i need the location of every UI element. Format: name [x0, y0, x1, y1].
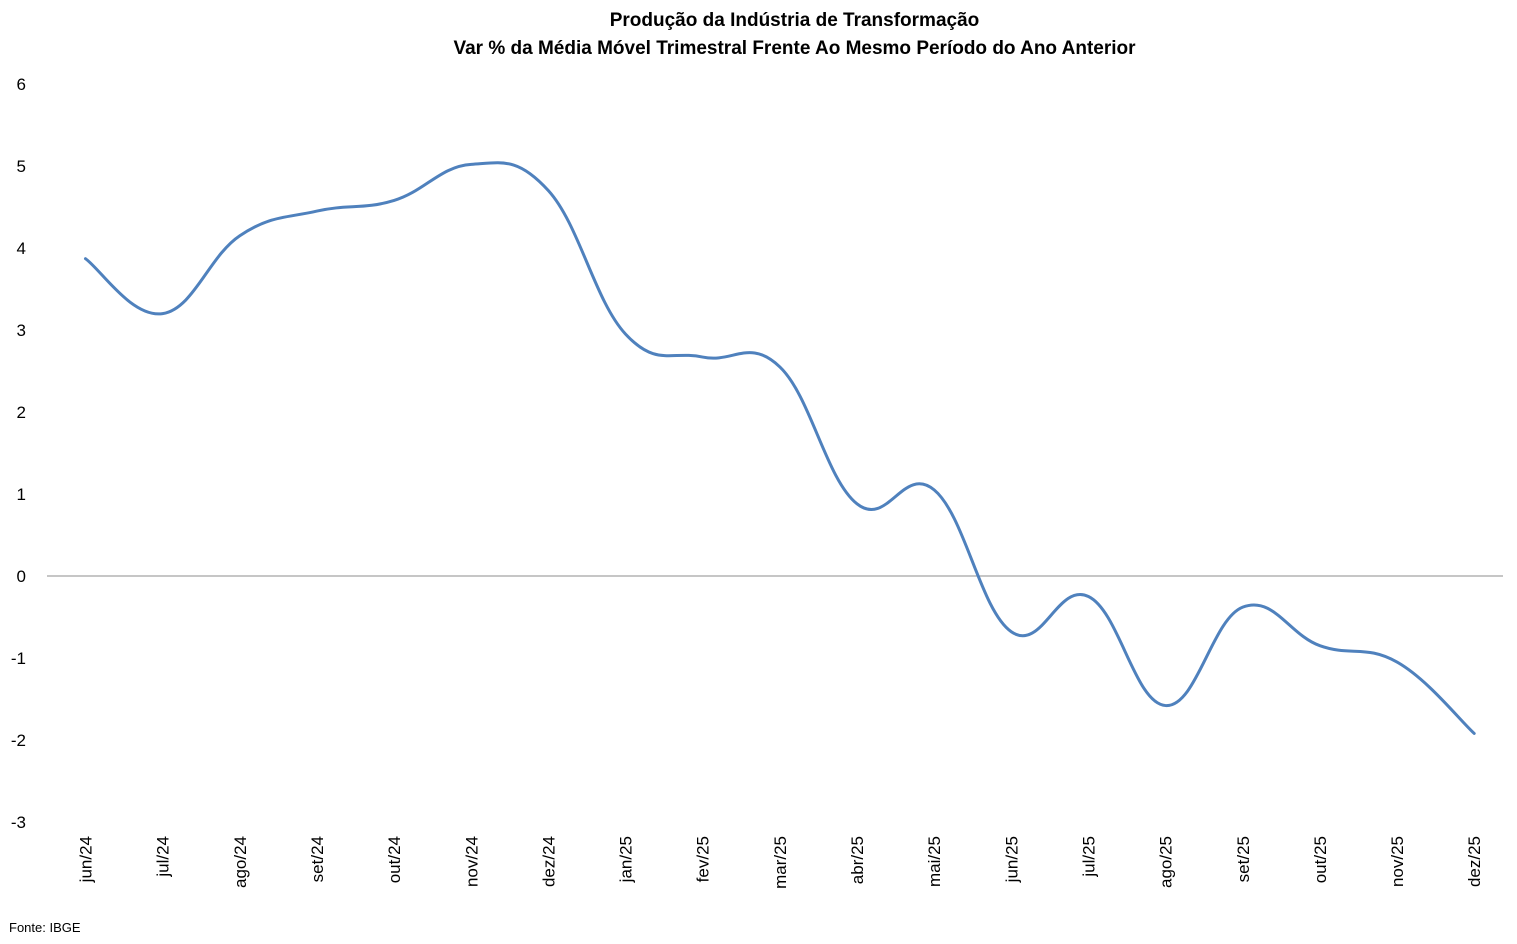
x-tick-label: dez/25	[1465, 836, 1484, 887]
x-tick-label: jun/25	[1002, 836, 1021, 883]
x-tick-label: jul/24	[154, 836, 173, 878]
data-point	[624, 332, 628, 336]
data-point	[469, 162, 473, 166]
chart-title: Produção da Indústria de Transformação	[609, 10, 980, 31]
y-tick-label: 3	[17, 321, 26, 340]
x-tick-label: ago/24	[231, 836, 250, 888]
x-tick-label: out/24	[385, 836, 404, 883]
data-point	[1472, 731, 1476, 735]
x-tick-label: out/25	[1311, 836, 1330, 883]
data-point	[1009, 630, 1013, 634]
data-point	[84, 257, 88, 261]
data-point	[1395, 660, 1399, 664]
series-line	[84, 161, 1476, 735]
x-tick-label: jul/25	[1079, 836, 1098, 878]
x-tick-label: mai/25	[925, 836, 944, 887]
chart-subtitle: Var % da Média Móvel Trimestral Frente A…	[453, 38, 1136, 59]
y-tick-label: -3	[11, 813, 26, 832]
x-tick-label: fev/25	[694, 836, 713, 882]
data-point	[546, 189, 550, 193]
data-point	[238, 234, 242, 238]
y-tick-label: 2	[17, 403, 26, 422]
data-point	[1086, 595, 1090, 599]
x-tick-label: dez/24	[539, 836, 558, 887]
data-point	[932, 488, 936, 492]
data-point	[1318, 644, 1322, 648]
data-point	[161, 312, 165, 316]
y-tick-label: 1	[17, 485, 26, 504]
x-tick-label: nov/24	[462, 836, 481, 887]
x-axis: jun/24 jul/24 ago/24 set/24 out/24 nov/24 dez/…	[77, 836, 1485, 889]
x-tick-label: set/25	[1234, 836, 1253, 882]
x-tick-label: abr/25	[848, 836, 867, 884]
y-tick-label: 4	[17, 239, 26, 258]
y-tick-label: -2	[11, 731, 26, 750]
y-tick-label: 6	[17, 75, 26, 94]
y-tick-label: 5	[17, 157, 26, 176]
x-tick-label: jan/25	[617, 836, 636, 883]
data-point	[315, 209, 319, 213]
data-point	[1241, 605, 1245, 609]
data-point	[701, 355, 705, 359]
y-tick-label: -1	[11, 649, 26, 668]
data-point	[392, 198, 396, 202]
y-tick-label: 0	[17, 567, 26, 586]
series-group	[84, 161, 1476, 735]
y-axis: 6 5 4 3 2 1 0 -1 -2 -3	[11, 75, 26, 832]
data-point	[855, 502, 859, 506]
x-tick-label: ago/25	[1157, 836, 1176, 888]
data-point	[778, 365, 782, 369]
x-tick-label: set/24	[308, 836, 327, 882]
data-point	[1164, 704, 1168, 708]
x-tick-label: jun/24	[77, 836, 96, 883]
x-tick-label: nov/25	[1388, 836, 1407, 887]
x-tick-label: mar/25	[771, 836, 790, 889]
source-note: Fonte: IBGE	[9, 920, 81, 935]
